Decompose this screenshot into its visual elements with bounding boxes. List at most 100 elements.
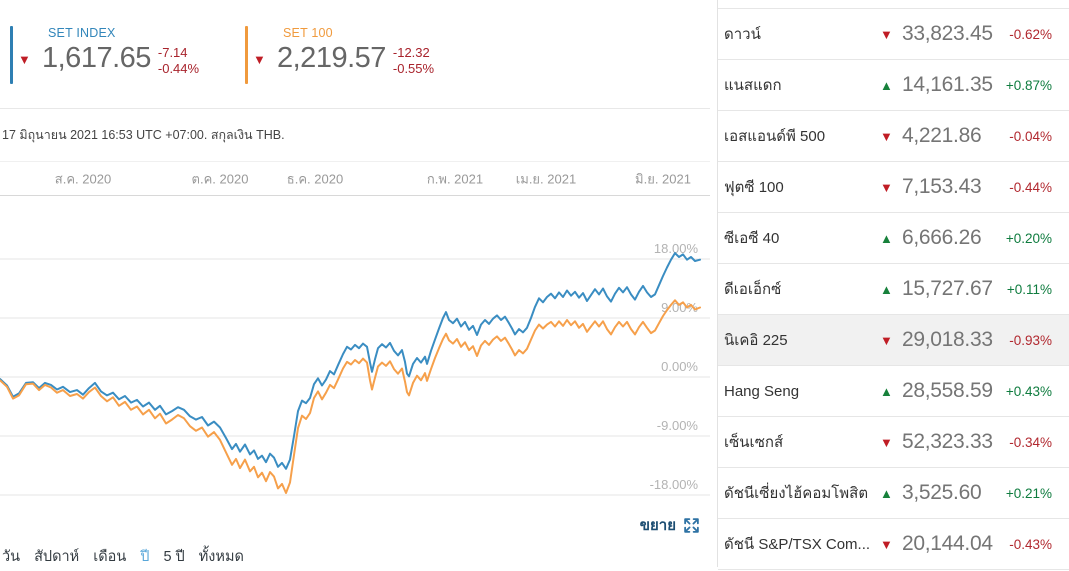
index-row[interactable]: เซ็นเซกส์ ▼ 52,323.33 -0.34% [718, 417, 1069, 468]
index-row[interactable]: ซีเอซี 40 ▲ 6,666.26 +0.20% [718, 213, 1069, 264]
index-name: เซ็นเซกส์ [724, 434, 784, 451]
index-value: 33,823.45 [902, 22, 993, 45]
down-triangle-icon: ▼ [880, 332, 893, 348]
index-change-pct: +0.11% [1006, 281, 1052, 297]
index-value: 4,221.86 [902, 124, 982, 147]
down-triangle-icon: ▼ [18, 52, 31, 67]
world-indices-sidebar: ดาวน์ ▼ 33,823.45 -0.62% แนสแดก ▲ 14,161… [717, 0, 1069, 570]
index-name: ซีเอซี 40 [724, 230, 780, 247]
down-triangle-icon: ▼ [880, 536, 893, 552]
y-tick-label: -9.00% [656, 418, 698, 433]
y-tick-label: 0.00% [661, 359, 698, 374]
x-tick-label: ส.ค. 2020 [54, 171, 112, 186]
index-row[interactable]: ดาวน์ ▼ 33,823.45 -0.62% [718, 9, 1069, 60]
index-change-pct: -0.34% [1009, 434, 1052, 450]
quote-value: 1,617.65 [42, 42, 151, 74]
index-name: ดีเอเอ็กซ์ [724, 281, 782, 298]
up-triangle-icon: ▲ [880, 485, 893, 501]
index-value: 3,525.60 [902, 481, 982, 504]
range-tab-4[interactable]: 5 ปี [163, 549, 185, 565]
index-value: 52,323.33 [902, 430, 993, 453]
index-change-pct: +0.87% [1005, 77, 1052, 93]
x-axis: ส.ค. 2020 ต.ค. 2020 ธ.ค. 2020 ก.พ. 2021 เม.ย… [0, 161, 710, 195]
index-value: 6,666.26 [902, 226, 982, 249]
y-tick-label: 18.00% [653, 241, 698, 256]
index-row[interactable]: เอสแอนด์พี 500 ▼ 4,221.86 -0.04% [718, 111, 1069, 162]
x-tick-label: มิ.ย. 2021 [635, 171, 691, 186]
range-tab-3-selected[interactable]: ปี [140, 549, 150, 565]
index-row[interactable]: ดีเอเอ็กซ์ ▲ 15,727.67 +0.11% [718, 264, 1069, 315]
quote-set-index[interactable]: SET INDEX ▼ 1,617.65 -7.14 -0.44% [10, 26, 245, 84]
index-row[interactable]: แนสแดก ▲ 14,161.35 +0.87% [718, 60, 1069, 111]
down-triangle-icon: ▼ [880, 26, 893, 42]
expand-icon [683, 517, 700, 534]
price-chart[interactable]: 18.00% 9.00% 0.00% -9.00% -18.00% [0, 195, 710, 509]
timestamp: 17 มิถุนายน 2021 16:53 UTC +07:00. สกุลเ… [2, 128, 285, 142]
quote-change: -12.32 [392, 45, 430, 60]
range-tab-2[interactable]: เดือน [93, 549, 127, 565]
index-change-pct: +0.43% [1005, 383, 1052, 399]
index-row[interactable]: นิเคอิ 225 ▼ 29,018.33 -0.93% [718, 315, 1069, 366]
index-name: แนสแดก [724, 77, 782, 94]
index-name: เอสแอนด์พี 500 [724, 128, 826, 145]
y-tick-label: 9.00% [661, 300, 698, 315]
down-triangle-icon: ▼ [253, 52, 266, 67]
index-name: นิเคอิ 225 [724, 332, 788, 349]
index-list: ดาวน์ ▼ 33,823.45 -0.62% แนสแดก ▲ 14,161… [718, 8, 1069, 570]
quote-label: SET 100 [283, 26, 333, 40]
quote-value: 2,219.57 [277, 42, 386, 74]
index-name: ดาวน์ [724, 26, 761, 43]
down-triangle-icon: ▼ [880, 128, 893, 144]
up-triangle-icon: ▲ [880, 281, 893, 297]
expand-label: ขยาย [639, 517, 676, 534]
index-change-pct: -0.04% [1009, 128, 1052, 144]
expand-button[interactable]: ขยาย [0, 511, 710, 539]
quote-set-100[interactable]: SET 100 ▼ 2,219.57 -12.32 -0.55% [245, 26, 480, 84]
quote-change: -7.14 [157, 45, 188, 60]
x-tick-label: เม.ย. 2021 [515, 171, 577, 186]
quote-header: SET INDEX ▼ 1,617.65 -7.14 -0.44% SET 10… [0, 0, 710, 84]
x-tick-label: ต.ค. 2020 [191, 171, 249, 186]
index-value: 29,018.33 [902, 328, 993, 351]
set-100-line [0, 299, 701, 494]
index-name: ฟุตซี 100 [724, 179, 784, 196]
range-tab-5[interactable]: ทั้งหมด [198, 549, 244, 565]
index-change-pct: -0.43% [1009, 536, 1052, 552]
range-tab-1[interactable]: สัปดาห์ [34, 549, 80, 565]
header-divider [0, 108, 710, 109]
x-tick-label: ก.พ. 2021 [426, 171, 484, 186]
index-value: 7,153.43 [902, 175, 982, 198]
quote-change-pct: -0.44% [157, 61, 200, 77]
quote-label: SET INDEX [48, 26, 116, 40]
down-triangle-icon: ▼ [880, 179, 893, 195]
up-triangle-icon: ▲ [880, 230, 893, 246]
index-value: 15,727.67 [902, 277, 993, 300]
down-triangle-icon: ▼ [880, 434, 893, 450]
set-100-accent-bar [245, 26, 248, 84]
chart-panel: SET INDEX ▼ 1,617.65 -7.14 -0.44% SET 10… [0, 0, 710, 568]
up-triangle-icon: ▲ [880, 77, 893, 93]
index-value: 14,161.35 [902, 73, 993, 96]
up-triangle-icon: ▲ [880, 383, 893, 399]
index-row[interactable]: ฟุตซี 100 ▼ 7,153.43 -0.44% [718, 162, 1069, 213]
range-tabs: วัน สัปดาห์ เดือน ปี 5 ปี ทั้งหมด [2, 545, 710, 568]
index-row[interactable]: ดัชนีเซี่ยงไฮ้คอมโพสิต ▲ 3,525.60 +0.21% [718, 468, 1069, 519]
index-name: ดัชนีเซี่ยงไฮ้คอมโพสิต [724, 485, 869, 502]
index-value: 20,144.04 [902, 532, 993, 555]
x-tick-label: ธ.ค. 2020 [286, 171, 344, 186]
index-change-pct: -0.44% [1009, 179, 1052, 195]
index-change-pct: -0.62% [1009, 26, 1052, 42]
index-value: 28,558.59 [902, 379, 993, 402]
index-row[interactable]: Hang Seng ▲ 28,558.59 +0.43% [718, 366, 1069, 417]
index-name: Hang Seng [724, 382, 800, 400]
set-index-line [0, 252, 701, 470]
index-change-pct: +0.21% [1005, 485, 1052, 501]
index-name: ดัชนี S&P/TSX Com... [724, 536, 871, 553]
set-index-accent-bar [10, 26, 13, 84]
index-change-pct: +0.20% [1005, 230, 1052, 246]
index-row[interactable]: ดัชนี S&P/TSX Com... ▼ 20,144.04 -0.43% [718, 519, 1069, 570]
range-tab-0[interactable]: วัน [2, 549, 21, 565]
index-change-pct: -0.93% [1009, 332, 1052, 348]
y-tick-label: -18.00% [649, 477, 698, 492]
quote-change-pct: -0.55% [392, 61, 435, 77]
